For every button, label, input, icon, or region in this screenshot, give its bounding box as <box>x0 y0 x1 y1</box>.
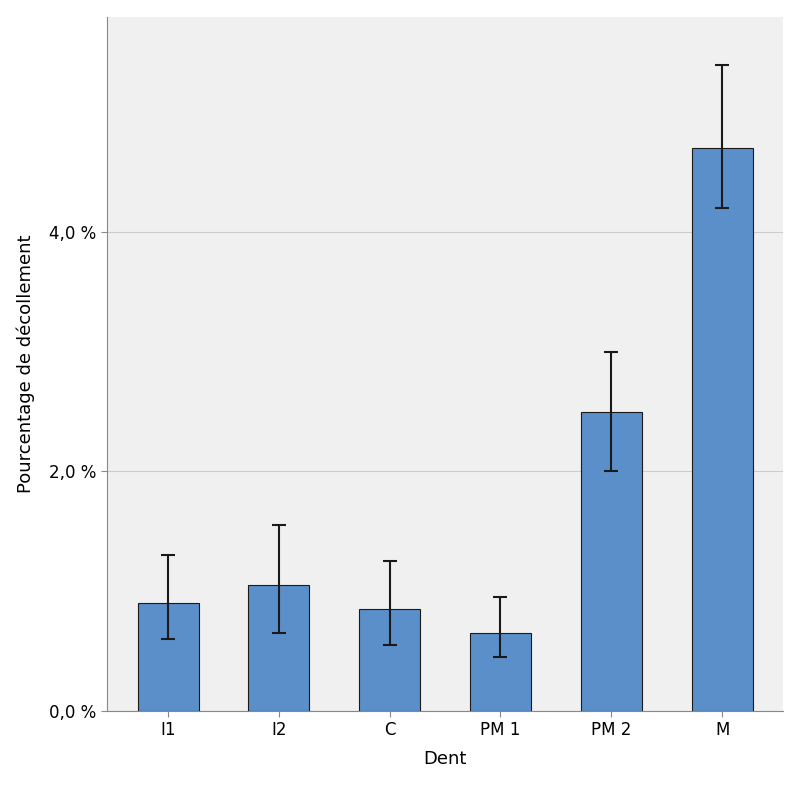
Bar <box>692 148 753 710</box>
Bar <box>581 411 642 710</box>
Bar <box>138 603 198 710</box>
Y-axis label: Pourcentage de décollement: Pourcentage de décollement <box>17 235 35 493</box>
Bar <box>359 609 420 710</box>
Bar <box>249 585 310 710</box>
X-axis label: Dent: Dent <box>423 750 466 769</box>
Bar <box>470 633 531 710</box>
